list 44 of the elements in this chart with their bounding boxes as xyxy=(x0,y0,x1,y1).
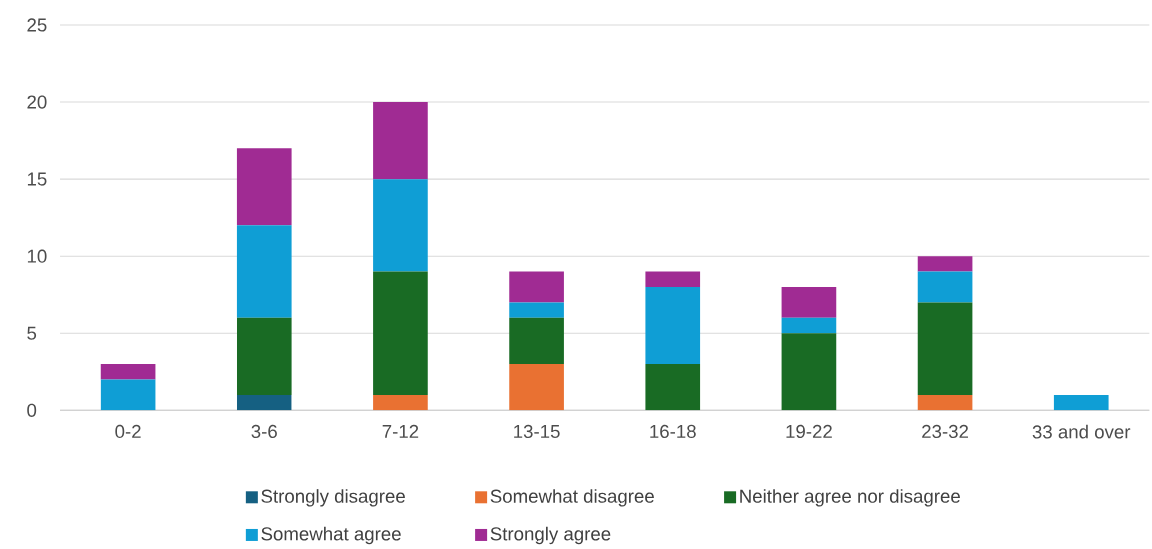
y-tick-label: 20 xyxy=(27,95,47,109)
x-tick-label: 23-32 xyxy=(922,424,969,439)
bar xyxy=(509,302,564,318)
bar xyxy=(1053,394,1109,411)
y-tick-label: 0 xyxy=(27,403,37,417)
y-tick-label: 5 xyxy=(27,326,37,340)
bar xyxy=(509,317,564,365)
x-tick-label: 7-12 xyxy=(382,424,419,438)
bar xyxy=(373,394,428,411)
bar xyxy=(917,256,973,272)
bar xyxy=(917,394,973,411)
bar xyxy=(917,302,973,395)
bar xyxy=(781,333,837,411)
bar xyxy=(373,179,428,272)
bar xyxy=(781,287,837,318)
legend-label: Neither agree nor disagree xyxy=(740,489,960,507)
bar xyxy=(917,271,973,303)
y-tick-label: 15 xyxy=(27,172,47,186)
x-tick-label: 33 and over xyxy=(1032,424,1131,439)
legend-label: Strongly disagree xyxy=(261,489,405,507)
bar xyxy=(373,102,428,180)
x-tick-label: 13-15 xyxy=(514,424,560,439)
legend-label: Somewhat agree xyxy=(261,526,401,545)
bar xyxy=(100,364,156,380)
bar xyxy=(236,317,292,395)
y-tick-label: 25 xyxy=(27,18,47,32)
bar xyxy=(236,394,292,411)
bar xyxy=(509,271,564,303)
x-tick-label: 0-2 xyxy=(115,424,141,439)
x-tick-label: 3-6 xyxy=(251,424,277,439)
legend-label: Strongly agree xyxy=(490,526,611,545)
x-tick-label: 19-22 xyxy=(786,424,832,439)
x-tick-label: 16-18 xyxy=(650,424,696,439)
bar xyxy=(645,271,701,288)
bar xyxy=(781,317,837,334)
bar xyxy=(236,225,292,318)
bar xyxy=(645,287,701,365)
bar xyxy=(509,364,564,411)
legend-label: Somewhat disagree xyxy=(490,489,654,507)
bar xyxy=(236,148,292,226)
bar xyxy=(100,379,156,411)
bar xyxy=(373,271,428,395)
y-tick-label: 10 xyxy=(27,249,47,263)
bar xyxy=(645,364,701,411)
